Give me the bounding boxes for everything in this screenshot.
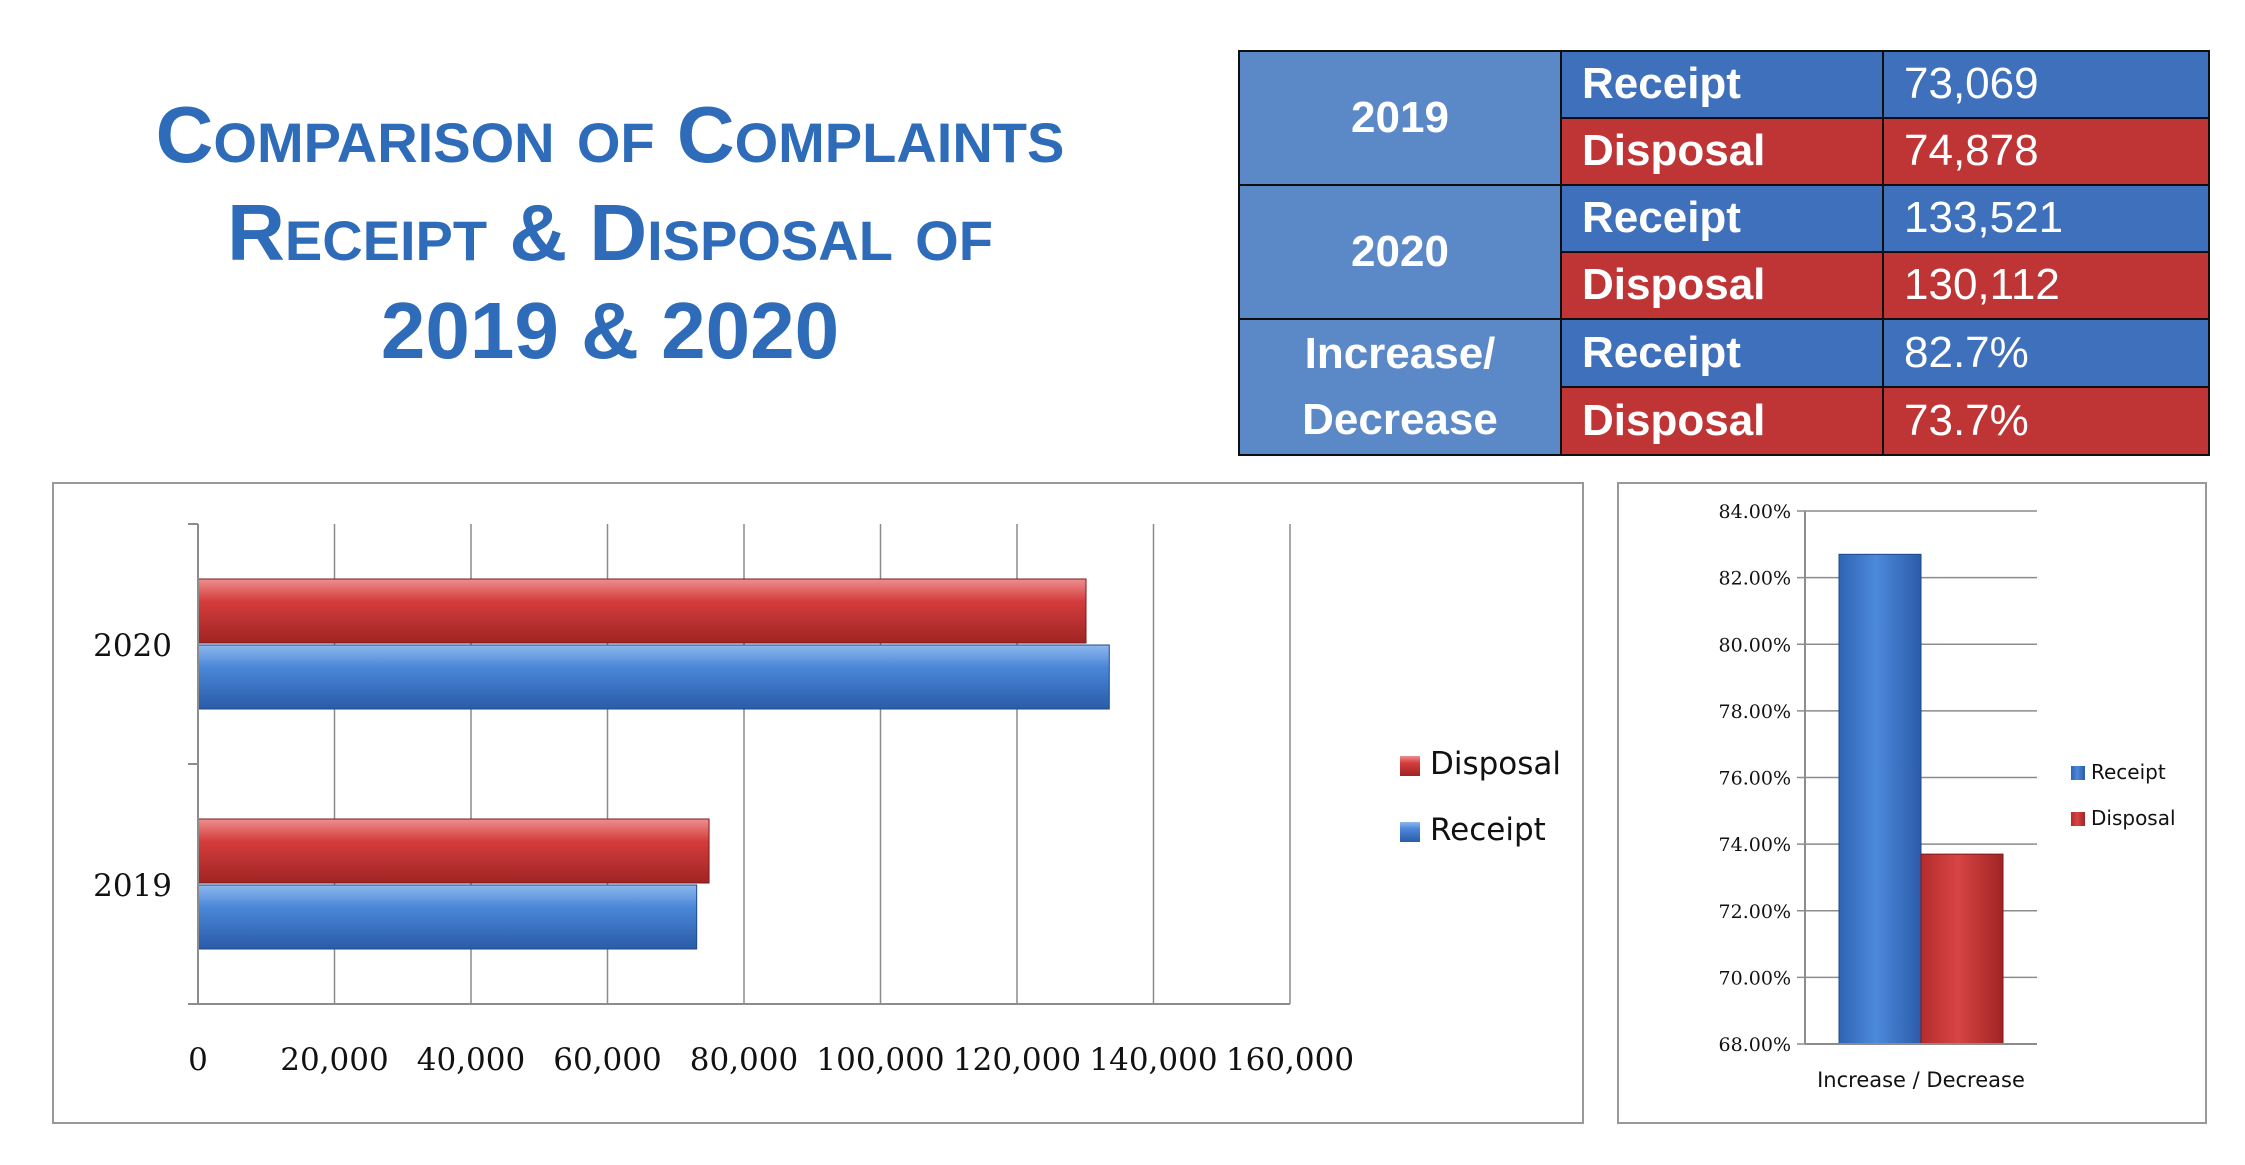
disposal-value-cell: 74,878 [1882,116,2210,186]
receipt-value-cell: 82.7% [1882,317,2210,388]
summary-table: 2019 Receipt 73,069 Disposal 74,878 2020… [1238,50,2210,457]
bar-receipt [1838,553,1922,1045]
x-tick-label: 0 [188,1042,208,1078]
horizontal-bar-chart-svg: 0 20,000 40,000 60,000 80,000 100,000 120,000 1… [93,523,1561,1078]
legend-label-receipt: Receipt [1430,812,1546,848]
year-cell: Increase/ Decrease [1238,317,1562,457]
y-tick-label: 70.00% [1719,967,1791,989]
x-tick-label: 100,000 [816,1042,944,1078]
title-line-3: 2019 & 2020 [380,286,840,375]
percent-bar-chart-svg: 68.00% 70.00% 72.00% 74.00% 76.00% 78.00% 80.0… [1719,501,2176,1092]
x-tick-label: 40,000 [417,1042,525,1078]
x-category-label: Increase / Decrease [1817,1068,2025,1092]
year-cell: 2019 [1238,50,1562,186]
x-tick-label: 160,000 [1226,1042,1354,1078]
legend-swatch-receipt [2071,766,2085,780]
title-line-2: Receipt & Disposal of [227,188,993,277]
table-row: 2019 Receipt 73,069 [1238,50,2210,186]
year-cell: 2020 [1238,183,1562,320]
disposal-label-cell: Disposal [1560,116,1884,186]
receipt-value-cell: 133,521 [1882,183,2210,253]
legend-label-disposal: Disposal [1430,746,1561,782]
bar-disposal-2019 [197,818,710,884]
page-title: Comparison of Complaints Receipt & Dispo… [20,95,1200,389]
legend-label-receipt: Receipt [2091,760,2166,784]
y-tick-label: 82.00% [1719,568,1791,590]
legend-swatch-disposal [1400,756,1420,776]
disposal-label-cell: Disposal [1560,250,1884,320]
receipt-label-cell: Receipt [1560,183,1884,253]
bar-disposal [1920,853,2004,1045]
disposal-label-cell: Disposal [1560,385,1884,457]
y-tick-label: 72.00% [1719,901,1791,923]
bar-receipt-2019 [197,884,698,950]
percent-bar-chart: 68.00% 70.00% 72.00% 74.00% 76.00% 78.00% 80.0… [1617,482,2207,1124]
table-row: Disposal 130,112 [1239,250,2210,320]
x-tick-label: 20,000 [280,1042,388,1078]
legend-swatch-receipt [1400,822,1420,842]
disposal-value-cell: 130,112 [1882,250,2210,320]
y-tick-label: 76.00% [1719,768,1791,790]
table-row: Disposal 74,878 [1239,116,2210,186]
horizontal-bar-chart: 0 20,000 40,000 60,000 80,000 100,000 120,000 1… [52,482,1584,1124]
bar-disposal-2020 [197,578,1087,644]
table-row: Increase/ Decrease Receipt 82.7% [1238,317,2210,457]
y-tick-label: 74.00% [1719,834,1791,856]
legend-label-disposal: Disposal [2091,806,2176,830]
y-tick-label: 84.00% [1719,501,1791,523]
receipt-label-cell: Receipt [1560,50,1884,119]
disposal-value-cell: 73.7% [1882,385,2210,457]
receipt-value-cell: 73,069 [1882,50,2210,119]
table-row: 2020 Receipt 133,521 [1238,183,2210,320]
y-tick-label: 80.00% [1719,634,1791,656]
table-row: Disposal 73.7% [1239,385,2210,457]
x-tick-label: 80,000 [690,1042,798,1078]
y-tick-label: 78.00% [1719,701,1791,723]
legend-swatch-disposal [2071,812,2085,826]
receipt-label-cell: Receipt [1560,317,1884,388]
x-tick-label: 60,000 [553,1042,661,1078]
bar-receipt-2020 [197,644,1110,710]
y-tick-label-2019: 2019 [93,868,172,904]
y-tick-label-2020: 2020 [93,628,172,664]
x-tick-label: 120,000 [953,1042,1081,1078]
title-line-1: Comparison of Complaints [155,90,1065,179]
y-tick-label: 68.00% [1719,1034,1791,1056]
x-tick-label: 140,000 [1089,1042,1217,1078]
